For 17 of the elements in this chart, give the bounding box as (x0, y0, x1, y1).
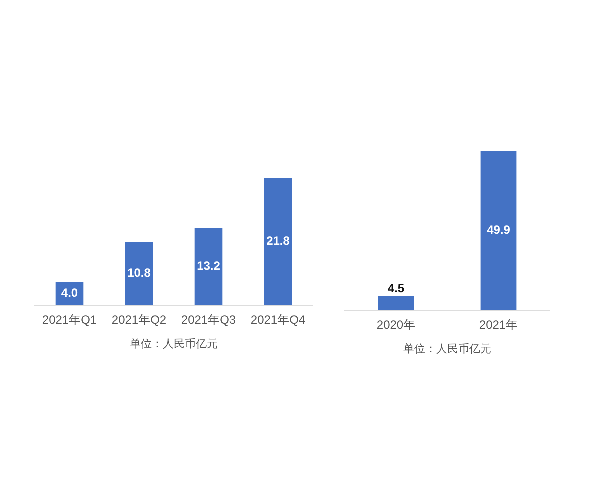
data-label: 4.0 (61, 286, 78, 300)
x-axis-title: 单位：人民币亿元 (404, 342, 492, 356)
x-tick-label: 2021年Q3 (181, 312, 236, 327)
data-label: 49.9 (487, 223, 511, 238)
x-tick-label: 2020年 (376, 318, 416, 332)
data-label: 13.2 (197, 259, 221, 274)
x-tick-label: 2021年Q1 (42, 312, 98, 327)
data-label: 10.8 (128, 266, 152, 280)
x-tick-label: 2021年 (479, 318, 518, 332)
x-tick-label: 2021年Q4 (250, 312, 306, 327)
data-label: 4.5 (388, 281, 405, 296)
bar (264, 178, 292, 306)
data-label: 21.8 (266, 234, 290, 248)
bar (125, 242, 154, 306)
x-tick-label: 2021年Q2 (112, 312, 167, 327)
x-axis-title: 单位：人民币亿元 (130, 337, 218, 350)
bar (194, 228, 223, 306)
